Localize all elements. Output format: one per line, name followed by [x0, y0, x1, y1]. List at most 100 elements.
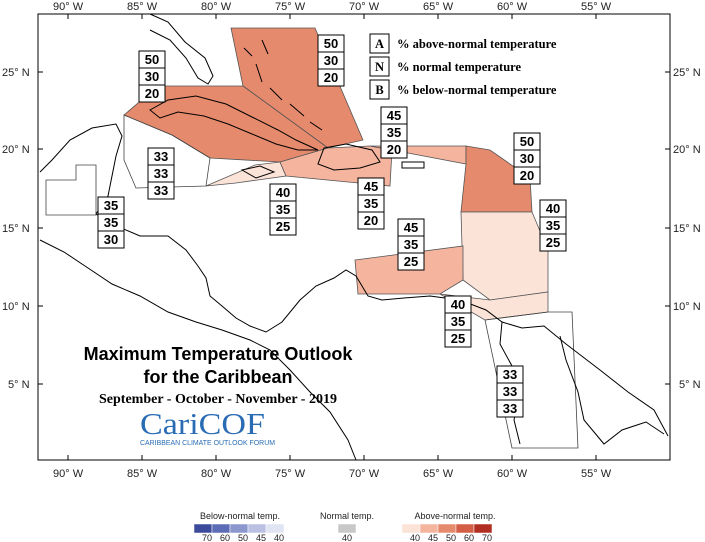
yucatan-coastline [39, 123, 123, 215]
map-subtitle: September - October - November - 2019 [99, 392, 337, 407]
legend-key-a [369, 33, 390, 54]
below-normal-value: 25 [546, 235, 560, 250]
below-normal-value: 20 [387, 142, 401, 157]
legend-key-b [369, 79, 390, 100]
below-normal-value: 20 [520, 168, 534, 183]
jamaica-coastline [240, 165, 276, 179]
prob-box-bahamas: 50 30 20 [317, 34, 345, 87]
above-tick-label: 70 [482, 533, 492, 542]
cuba-coastline [149, 95, 319, 151]
above-normal-value: 35 [104, 198, 118, 213]
below-swatch [211, 523, 231, 534]
region-honduras-nicaragua [45, 164, 97, 216]
colorbar-normal-title: Normal temp. [320, 511, 374, 521]
left-axis-label: 15° N [2, 223, 30, 235]
bottom-axis-label: 60° W [497, 468, 528, 480]
pacific-coastline [39, 239, 357, 461]
normal-tick-label: 40 [342, 533, 352, 542]
top-axis-label: 80° W [201, 1, 232, 13]
normal-value: 33 [503, 384, 517, 399]
region-guianas [484, 311, 579, 449]
region-belize [123, 114, 211, 189]
above-tick-label: 60 [464, 533, 474, 542]
below-normal-value: 25 [451, 331, 465, 346]
colorbar-normal: 40 [337, 523, 357, 542]
map-title-line2: for the Caribbean [143, 367, 292, 387]
puerto-rico-coastline [401, 161, 425, 169]
legend-key-n [369, 56, 390, 77]
colorbar-below: 70 60 50 45 40 [193, 523, 285, 542]
above-normal-value: 33 [154, 149, 168, 164]
prob-box-guianas: 33 33 33 [496, 365, 524, 418]
left-axis-labels: 25° N 20° N 15° N 10° N 5° N [2, 67, 30, 391]
bottom-axis-label: 75° W [275, 468, 306, 480]
bottom-axis-labels: 90° W 85° W 80° W 75° W 70° W 65° W 60° … [53, 468, 612, 480]
region-windward-islands [460, 211, 549, 301]
normal-value: 35 [404, 237, 418, 252]
left-axis-label: 5° N [8, 379, 30, 391]
top-axis-label: 55° W [581, 1, 612, 13]
right-axis-label: 5° N [679, 379, 701, 391]
left-axis-label: 10° N [2, 301, 30, 313]
prob-box-trinidad-tobago: 40 35 25 [444, 295, 472, 348]
above-normal-value: 40 [546, 201, 560, 216]
central-america-coastline [95, 213, 669, 437]
normal-value: 33 [154, 166, 168, 181]
map-title-line1: Maximum Temperature Outlook [84, 344, 354, 364]
bottom-axis-label: 65° W [423, 468, 454, 480]
abn-legend: A % above-normal temperature N % normal … [369, 33, 557, 100]
below-swatch [265, 523, 285, 534]
legend-letter-n: N [375, 60, 384, 74]
prob-box-hispaniola: 45 35 20 [357, 177, 385, 230]
above-normal-value: 50 [145, 52, 159, 67]
normal-value: 35 [387, 125, 401, 140]
prob-box-cuba: 50 30 20 [138, 50, 166, 103]
top-axis-label: 90° W [53, 1, 84, 13]
above-normal-value: 45 [364, 179, 378, 194]
hispaniola-coastline [317, 143, 381, 171]
normal-value: 35 [546, 218, 560, 233]
normal-value: 35 [364, 196, 378, 211]
legend-text-normal: % normal temperature [397, 60, 521, 74]
probability-boxes: 50 30 20 50 30 20 33 33 33 35 35 30 40 3… [97, 34, 567, 418]
above-swatch [455, 523, 475, 534]
above-swatch [473, 523, 493, 534]
above-normal-value: 33 [503, 367, 517, 382]
below-swatch [247, 523, 267, 534]
prob-box-windward-islands: 40 35 25 [539, 199, 567, 252]
left-axis-label: 20° N [2, 144, 30, 156]
above-normal-value: 50 [520, 134, 534, 149]
above-normal-value: 40 [451, 297, 465, 312]
above-swatch [437, 523, 457, 534]
above-tick-label: 40 [410, 533, 420, 542]
axis-ticks [38, 14, 670, 460]
below-normal-value: 30 [104, 232, 118, 247]
region-boundaries [45, 114, 579, 449]
top-axis-label: 65° W [423, 1, 454, 13]
below-normal-value: 20 [324, 70, 338, 85]
right-axis-label: 20° N [673, 144, 701, 156]
prob-box-belize: 33 33 33 [147, 147, 175, 200]
below-normal-value: 33 [154, 183, 168, 198]
above-normal-value: 50 [324, 36, 338, 51]
colorbar-above: 40 45 50 60 70 [401, 523, 493, 542]
above-normal-value: 45 [387, 108, 401, 123]
above-swatch [419, 523, 439, 534]
prob-box-abc-islands: 45 35 25 [397, 218, 425, 271]
colorbar-below-title: Below-normal temp. [200, 511, 280, 521]
colorbar-legend: Below-normal temp. 70 60 50 45 40 Normal tem… [193, 511, 496, 542]
normal-value: 35 [451, 314, 465, 329]
below-tick-label: 60 [220, 533, 230, 542]
below-tick-label: 40 [274, 533, 284, 542]
right-axis-labels: 25° N 20° N 15° N 10° N 5° N [673, 67, 701, 391]
below-normal-value: 25 [404, 254, 418, 269]
prob-box-turks-caicos: 45 35 20 [380, 106, 408, 159]
colorbar-above-title: Above-normal temp. [414, 511, 495, 521]
bottom-axis-label: 80° W [201, 468, 232, 480]
below-tick-label: 70 [202, 533, 212, 542]
right-axis-label: 10° N [673, 301, 701, 313]
legend-text-above: % above-normal temperature [397, 37, 557, 51]
bottom-axis-label: 55° W [581, 468, 612, 480]
prob-box-leeward-islands: 50 30 20 [513, 132, 541, 185]
